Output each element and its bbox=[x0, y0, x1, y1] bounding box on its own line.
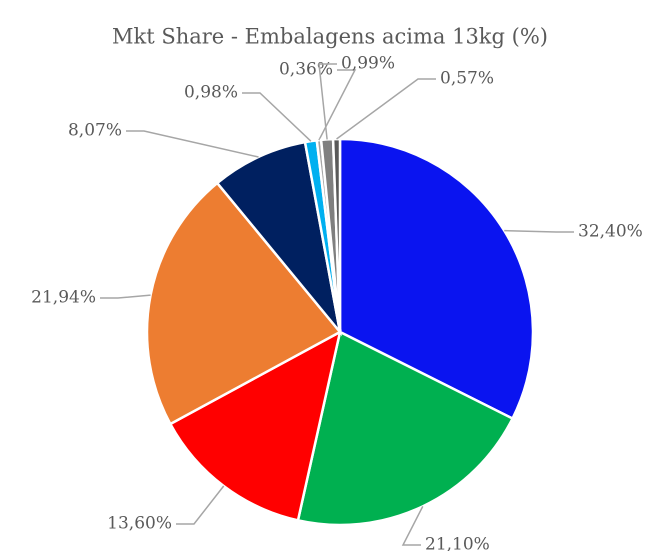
data-label: 8,07% bbox=[68, 121, 122, 141]
data-label: 0,57% bbox=[440, 69, 494, 89]
leader-line bbox=[126, 130, 259, 158]
data-label: 0,36% bbox=[279, 60, 333, 80]
data-label: 0,99% bbox=[341, 54, 395, 74]
leader-line bbox=[504, 229, 574, 233]
leader-line bbox=[100, 294, 151, 299]
pie-slice bbox=[296, 330, 515, 527]
leader-line bbox=[318, 63, 337, 140]
pie-slice bbox=[168, 329, 342, 522]
data-label: 32,40% bbox=[578, 222, 643, 242]
pie-slice bbox=[145, 181, 342, 426]
leader-line bbox=[242, 92, 312, 142]
pie-slice bbox=[215, 140, 343, 337]
chart-title: Mkt Share - Embalagens acima 13kg (%) bbox=[112, 25, 548, 49]
pie-slice bbox=[331, 137, 342, 333]
data-label: 0,98% bbox=[184, 83, 238, 103]
data-label: 21,94% bbox=[31, 288, 96, 308]
leader-line bbox=[401, 506, 424, 546]
leader-line bbox=[318, 69, 357, 141]
data-label: 13,60% bbox=[107, 514, 172, 534]
data-label: 21,10% bbox=[425, 535, 490, 551]
leader-line bbox=[176, 485, 225, 525]
leader-line bbox=[336, 78, 436, 140]
